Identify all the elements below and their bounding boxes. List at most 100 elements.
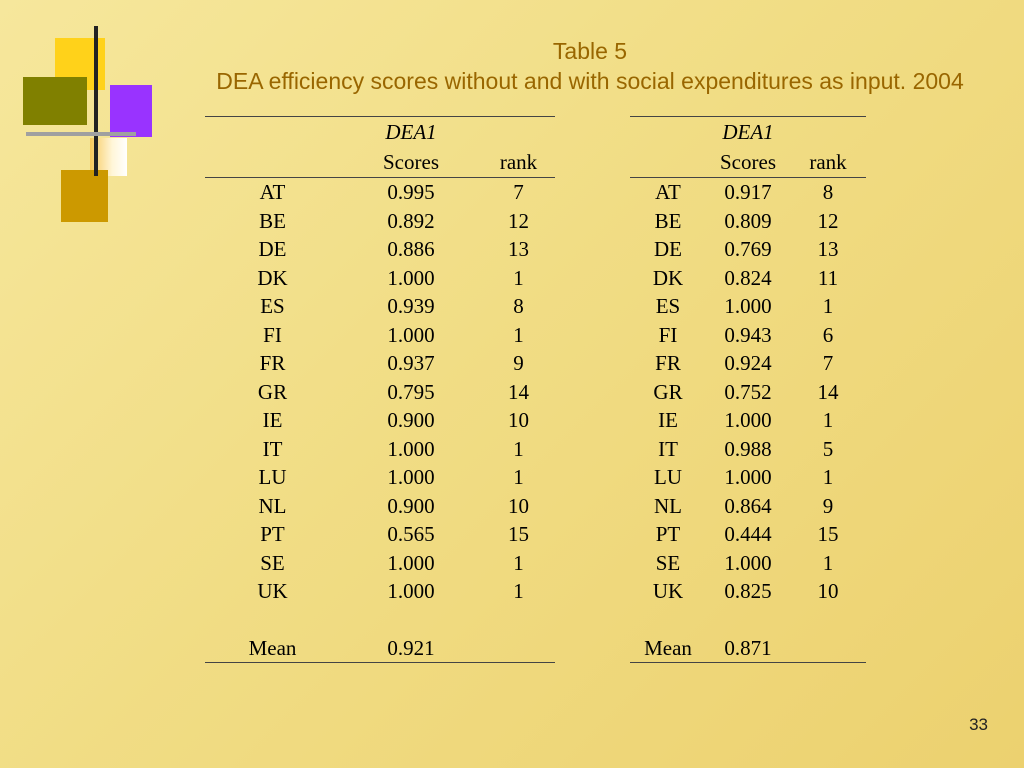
- rank-cell: 1: [513, 322, 524, 347]
- table-row: ES 1.000 1: [630, 292, 866, 321]
- country-cell: UK: [652, 579, 684, 604]
- rank-cell: 8: [822, 180, 834, 205]
- rank-cell: 13: [817, 237, 839, 262]
- mean-value: 0.871: [706, 633, 790, 663]
- country-cell: GR: [257, 379, 288, 404]
- score-cell: 0.769: [724, 237, 772, 262]
- mean-row: Mean 0.921: [205, 633, 555, 663]
- header-empty-cell: [482, 116, 555, 147]
- spacer-cell: [630, 606, 706, 634]
- header-empty-cell: [790, 116, 866, 147]
- table-row: FI 0.943 6: [630, 321, 866, 350]
- score-cell: 0.939: [387, 294, 435, 319]
- table-row: ES 0.939 8: [205, 292, 555, 321]
- country-cell: LU: [654, 465, 682, 490]
- score-cell: 0.900: [387, 493, 435, 518]
- decorative-gold-square: [61, 170, 108, 222]
- country-cell: SE: [655, 550, 681, 575]
- country-cell: ES: [655, 294, 681, 319]
- rank-cell: 14: [817, 379, 839, 404]
- mean-empty-cell: [482, 633, 555, 663]
- table-row: AT 0.917 8: [630, 178, 866, 207]
- table-row: NL 0.864 9: [630, 492, 866, 521]
- table-row: UK 0.825 10: [630, 577, 866, 606]
- score-cell: 0.988: [724, 436, 772, 461]
- mean-label: Mean: [630, 633, 706, 663]
- country-cell: LU: [258, 465, 287, 490]
- country-cell: FR: [259, 351, 286, 376]
- header-empty-cell: [205, 147, 340, 178]
- score-cell: 1.000: [387, 436, 435, 461]
- rank-cell: 11: [817, 265, 839, 290]
- table-row: SE 1.000 1: [630, 549, 866, 578]
- table-row: IT 1.000 1: [205, 435, 555, 464]
- mean-empty-cell: [790, 633, 866, 663]
- rank-cell: 1: [513, 579, 524, 604]
- score-cell: 1.000: [724, 294, 772, 319]
- table-row: LU 1.000 1: [630, 463, 866, 492]
- score-cell: 0.565: [387, 522, 435, 547]
- score-cell: 1.000: [724, 465, 772, 490]
- table-row: UK 1.000 1: [205, 577, 555, 606]
- table-subheader-row: Scores rank: [205, 147, 555, 178]
- rank-cell: 1: [513, 436, 524, 461]
- country-cell: GR: [653, 379, 683, 404]
- score-cell: 0.900: [387, 408, 435, 433]
- country-cell: NL: [258, 493, 287, 518]
- table-subheader-row: Scores rank: [630, 147, 866, 178]
- score-cell: 1.000: [724, 550, 772, 575]
- table-row: IE 1.000 1: [630, 406, 866, 435]
- score-cell: 1.000: [387, 322, 435, 347]
- page-number: 33: [969, 715, 988, 734]
- country-cell: IT: [262, 436, 283, 461]
- table-row: DE 0.886 13: [205, 235, 555, 264]
- country-cell: IT: [658, 436, 678, 461]
- table-row: GR 0.752 14: [630, 378, 866, 407]
- country-cell: SE: [260, 550, 285, 575]
- spacer-cell: [205, 606, 340, 634]
- table-row: IT 0.988 5: [630, 435, 866, 464]
- rank-cell: 1: [513, 265, 524, 290]
- table-header-row: DEA1: [205, 116, 555, 147]
- score-cell: 0.752: [724, 379, 772, 404]
- country-cell: DK: [257, 265, 288, 290]
- country-cell: FI: [263, 322, 282, 347]
- rank-cell: 10: [508, 493, 529, 518]
- header-empty-cell: [630, 147, 706, 178]
- decorative-horizontal-line: [26, 132, 136, 136]
- country-cell: DK: [652, 265, 684, 290]
- table-row: SE 1.000 1: [205, 549, 555, 578]
- score-cell: 0.917: [724, 180, 772, 205]
- dea-table-without-social: DEA1 Scores rank AT 0.995 7 BE 0.892 12 DE 0.88…: [205, 116, 555, 663]
- rank-header: rank: [790, 147, 866, 178]
- decorative-vertical-line: [94, 26, 98, 176]
- table-row: AT 0.995 7: [205, 178, 555, 207]
- table-row: BE 0.892 12: [205, 207, 555, 236]
- score-cell: 0.937: [387, 351, 435, 376]
- country-cell: ES: [260, 294, 285, 319]
- scores-header: Scores: [340, 147, 482, 178]
- slide-title-line-1: Table 5: [552, 38, 628, 64]
- table-row: FI 1.000 1: [205, 321, 555, 350]
- rank-cell: 5: [822, 436, 834, 461]
- table-row: DK 0.824 11: [630, 264, 866, 293]
- country-cell: IE: [658, 408, 678, 433]
- rank-cell: 14: [508, 379, 529, 404]
- score-cell: 1.000: [387, 579, 435, 604]
- country-cell: PT: [260, 522, 285, 547]
- table-row: IE 0.900 10: [205, 406, 555, 435]
- header-empty-cell: [205, 116, 340, 147]
- rank-cell: 13: [508, 237, 529, 262]
- rank-cell: 10: [817, 579, 839, 604]
- mean-label: Mean: [205, 633, 340, 663]
- table-row: FR 0.924 7: [630, 349, 866, 378]
- table-row: BE 0.809 12: [630, 207, 866, 236]
- country-cell: BE: [259, 208, 286, 233]
- rank-cell: 12: [817, 208, 839, 233]
- score-cell: 0.795: [387, 379, 435, 404]
- score-cell: 1.000: [387, 465, 435, 490]
- table-row: PT 0.444 15: [630, 520, 866, 549]
- scores-header: Scores: [706, 147, 790, 178]
- spacer-row: [630, 606, 866, 634]
- table-row: FR 0.937 9: [205, 349, 555, 378]
